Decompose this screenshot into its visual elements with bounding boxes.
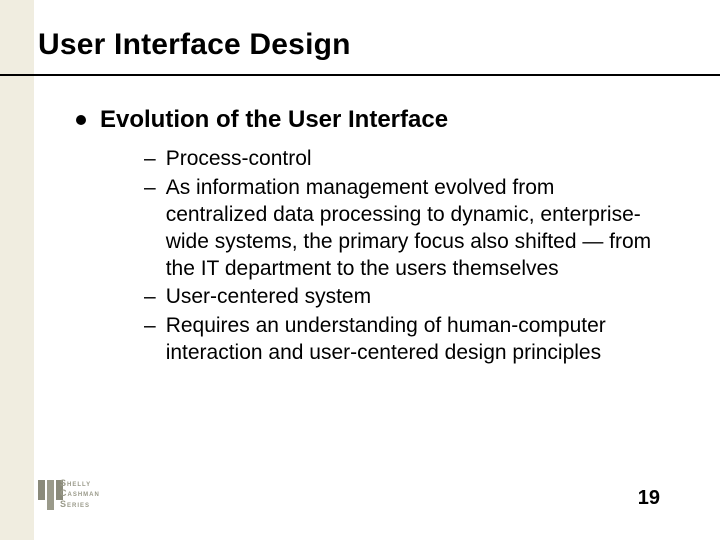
sub-bullet-text: As information management evolved from c… [166,175,654,283]
sub-bullet-text: Process-control [166,146,312,173]
page-number: 19 [638,487,660,510]
bullet-disc-icon [76,115,86,125]
dash-icon: – [144,313,156,367]
slide: User Interface Design Evolution of the U… [0,0,720,540]
dash-icon: – [144,284,156,311]
sub-bullet: – User-centered system [144,284,654,311]
sub-bullet: – Requires an understanding of human-com… [144,313,654,367]
logo-line: Shelly [60,478,118,489]
sub-bullet: – Process-control [144,146,654,173]
logo-line: Series [60,499,118,510]
main-bullet-text: Evolution of the User Interface [100,106,448,134]
sub-bullet-text: User-centered system [166,284,371,311]
slide-title: User Interface Design [38,28,351,62]
logo-line: Cashman [60,488,118,499]
sub-bullet-text: Requires an understanding of human-compu… [166,313,654,367]
main-bullet: Evolution of the User Interface [76,106,448,134]
title-underline [0,74,720,76]
sub-bullet: – As information management evolved from… [144,175,654,283]
left-decorative-band [0,0,34,540]
sub-bullet-list: – Process-control – As information manag… [144,146,654,369]
dash-icon: – [144,146,156,173]
logo-text: Shelly Cashman Series [60,478,118,510]
publisher-logo: Shelly Cashman Series [38,480,118,510]
dash-icon: – [144,175,156,283]
